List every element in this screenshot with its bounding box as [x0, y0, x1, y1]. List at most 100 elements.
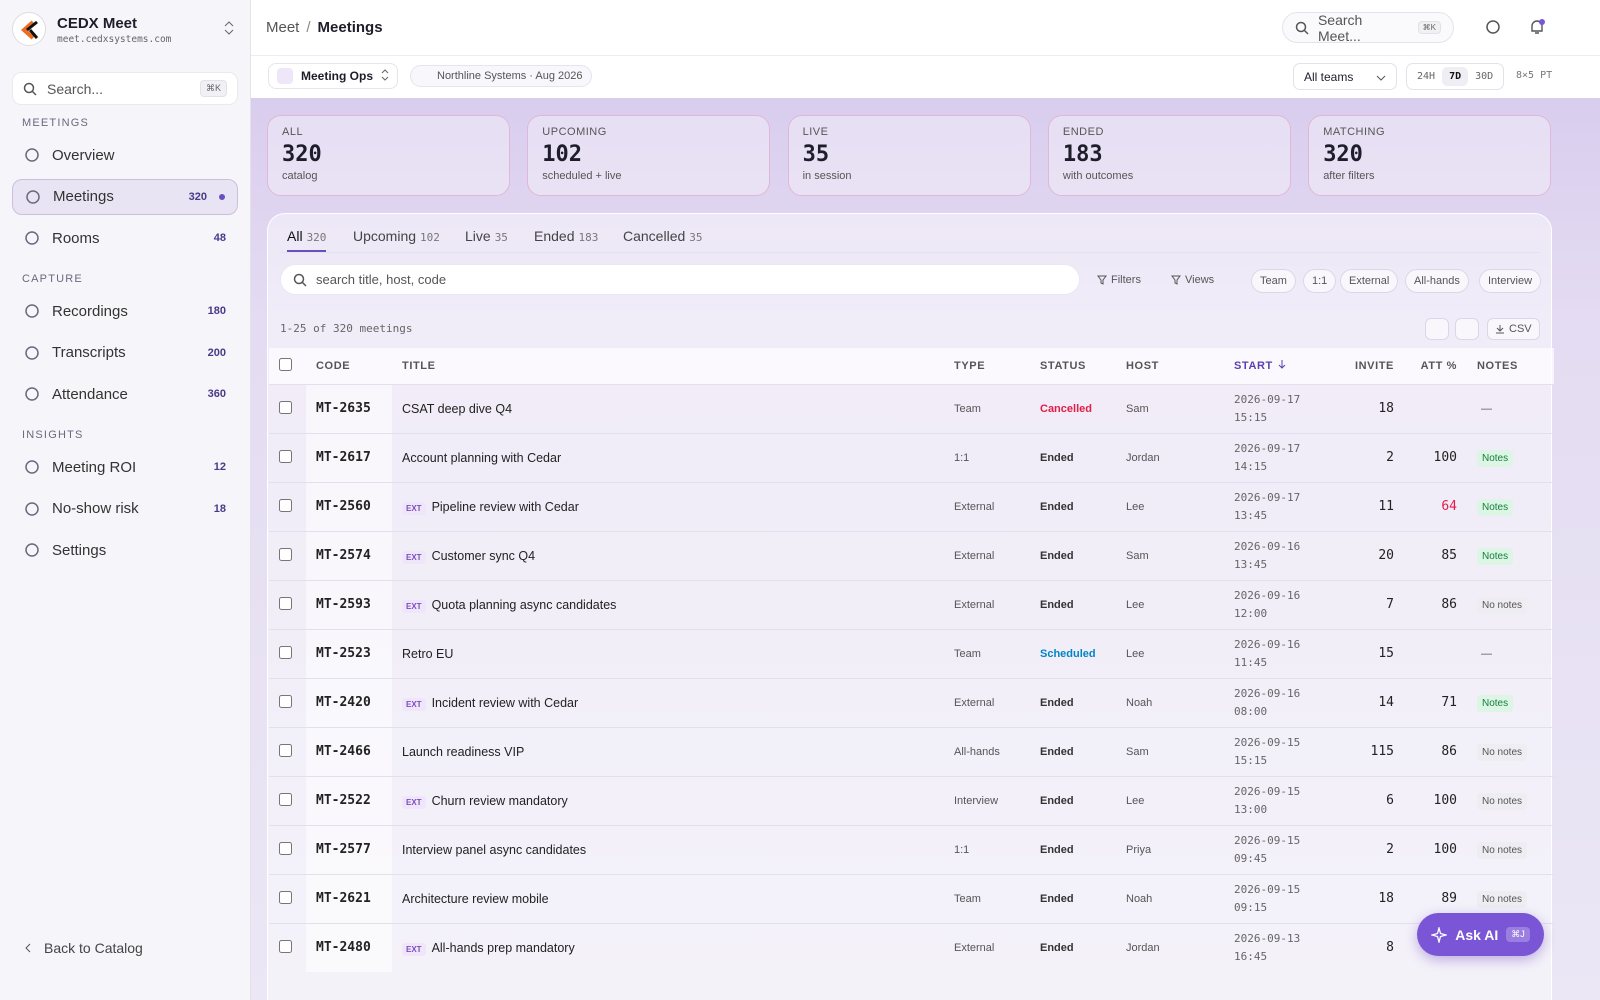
tab-count: 183 [578, 231, 599, 244]
columns-toggle[interactable] [1455, 318, 1479, 340]
column-header[interactable]: START [1224, 348, 1332, 384]
meeting-title: Account planning with Cedar [392, 432, 944, 482]
export-button[interactable]: CSV [1487, 318, 1540, 340]
ext-tag: EXT [402, 697, 426, 711]
table-row[interactable]: MT-2593 EXT Quota planning async candidate… [269, 579, 1554, 629]
checkbox[interactable] [279, 400, 292, 414]
meeting-status: Ended [1030, 873, 1116, 923]
checkbox[interactable] [279, 449, 292, 463]
meeting-status: Ended [1030, 432, 1116, 482]
range-option[interactable]: 30D [1475, 71, 1494, 82]
back-link[interactable]: Back to Catalog [24, 940, 143, 956]
workspace-select[interactable]: Meeting Ops [268, 63, 399, 89]
workspace-switch[interactable] [223, 20, 235, 41]
header-search[interactable]: Search Meet... ⌘K [1282, 12, 1454, 44]
tab[interactable]: Cancelled 35 [623, 228, 703, 252]
checkbox[interactable] [279, 743, 292, 757]
nav-item[interactable]: No-show risk 18 [12, 491, 238, 527]
column-header[interactable]: NOTES [1467, 348, 1554, 384]
column-header[interactable]: TITLE [392, 348, 944, 384]
filter-chip[interactable]: All-hands [1405, 269, 1469, 293]
checkbox[interactable] [279, 694, 292, 708]
tab[interactable]: Ended 183 [534, 228, 598, 252]
table-row[interactable]: MT-2635 CSAT deep dive Q4 Team Cancelled Sam… [269, 383, 1554, 433]
title-text: Interview panel async candidates [402, 842, 587, 857]
help-button[interactable] [1485, 19, 1501, 40]
meeting-code: MT-2420 [306, 677, 392, 727]
att-value: 100 [1433, 793, 1457, 808]
table-row[interactable]: MT-2523 Retro EU Team Scheduled Lee 2026-09-1… [269, 628, 1554, 678]
notes-badge: No notes [1477, 890, 1528, 908]
checkbox[interactable] [279, 890, 292, 904]
tab[interactable]: Live 35 [465, 228, 508, 252]
nav-label: No-show risk [52, 500, 139, 517]
filter-chip[interactable]: External [1340, 269, 1399, 293]
nav-item[interactable]: Recordings 180 [12, 293, 238, 329]
filter-chip[interactable]: Interview [1479, 269, 1542, 293]
filter-button[interactable]: Filters [1097, 274, 1141, 286]
crumb[interactable]: Meet [266, 19, 300, 36]
notes-badge: No notes [1477, 596, 1528, 614]
range-option[interactable]: 24H [1417, 71, 1436, 82]
table-row[interactable]: MT-2522 EXT Churn review mandatory Intervie… [269, 775, 1554, 825]
column-header[interactable]: CODE [306, 348, 392, 384]
meeting-title: Retro EU [392, 628, 944, 678]
att-value: 100 [1433, 450, 1457, 465]
start-date: 2026-09-15 [1234, 784, 1301, 798]
att-value: 89 [1441, 891, 1457, 906]
start-time: 11:45 [1234, 655, 1268, 669]
density: 8×5 PT [1516, 70, 1553, 81]
nav-item[interactable]: Meetings 320 [12, 178, 238, 215]
filter-chip[interactable]: 1:1 [1303, 269, 1337, 293]
notes-badge: Notes [1477, 449, 1514, 467]
checkbox[interactable] [279, 841, 292, 855]
nav-item[interactable]: Attendance 360 [12, 376, 238, 412]
nav-item[interactable]: Rooms 48 [12, 220, 238, 256]
tab[interactable]: Upcoming 102 [353, 228, 440, 252]
meeting-status: Ended [1030, 579, 1116, 629]
table-row[interactable]: MT-2617 Account planning with Cedar 1:1 End… [269, 432, 1554, 482]
sidebar-search[interactable]: Search... ⌘K [12, 72, 238, 105]
nav-item[interactable]: Transcripts 200 [12, 335, 238, 371]
column-header[interactable]: INVITE [1332, 348, 1404, 384]
ask-ai[interactable]: Ask AI ⌘J [1417, 913, 1544, 956]
checkbox[interactable] [279, 498, 292, 512]
table-search[interactable]: search title, host, code [280, 264, 1080, 295]
checkbox[interactable] [279, 645, 292, 659]
attendance: 86 [1404, 579, 1467, 629]
nav-item[interactable]: Meeting ROI 12 [12, 449, 238, 485]
checkbox[interactable] [279, 596, 292, 610]
nav-item[interactable]: Settings [12, 532, 238, 568]
view-toggle[interactable] [1425, 318, 1449, 340]
checkbox[interactable] [279, 547, 292, 561]
table-row[interactable]: MT-2621 Architecture review mobile Team End… [269, 873, 1554, 923]
filter-button[interactable]: Views [1171, 274, 1214, 286]
table-row[interactable]: MT-2466 Launch readiness VIP All-hands Ende… [269, 726, 1554, 776]
column-header[interactable]: STATUS [1030, 348, 1116, 384]
filter-chip[interactable]: Team [1251, 269, 1296, 293]
crumb-current: Meetings [317, 19, 383, 36]
invite-count: 20 [1332, 530, 1404, 580]
checkbox[interactable] [279, 939, 292, 953]
checkbox[interactable] [279, 792, 292, 806]
team-select[interactable]: All teams [1293, 63, 1397, 90]
column-header[interactable]: HOST [1116, 348, 1224, 384]
nav-item[interactable]: Overview [12, 137, 238, 173]
table-row[interactable]: MT-2480 EXT All-hands prep mandatory Extern… [269, 922, 1554, 972]
table-row[interactable]: MT-2420 EXT Incident review with Cedar Exte… [269, 677, 1554, 727]
column-header[interactable]: ATT % [1404, 348, 1467, 384]
tab-label: Upcoming [353, 228, 417, 244]
notes-badge: Notes [1477, 547, 1514, 565]
export-label: CSV [1509, 323, 1532, 335]
start-time: 08:00 [1234, 704, 1268, 718]
table-row[interactable]: MT-2574 EXT Customer sync Q4 External Ended S… [269, 530, 1554, 580]
meeting-start: 2026-09-16 12:00 [1224, 579, 1332, 629]
notifications[interactable] [1528, 18, 1546, 41]
tab[interactable]: All 320 [287, 228, 327, 252]
att-value: 64 [1441, 499, 1457, 514]
table-row[interactable]: MT-2577 Interview panel async candidates 1… [269, 824, 1554, 874]
column-header[interactable]: TYPE [944, 348, 1030, 384]
table-row[interactable]: MT-2560 EXT Pipeline review with Cedar Exte… [269, 481, 1554, 531]
checkbox[interactable] [279, 357, 292, 371]
range-option[interactable]: 7D [1442, 67, 1469, 86]
